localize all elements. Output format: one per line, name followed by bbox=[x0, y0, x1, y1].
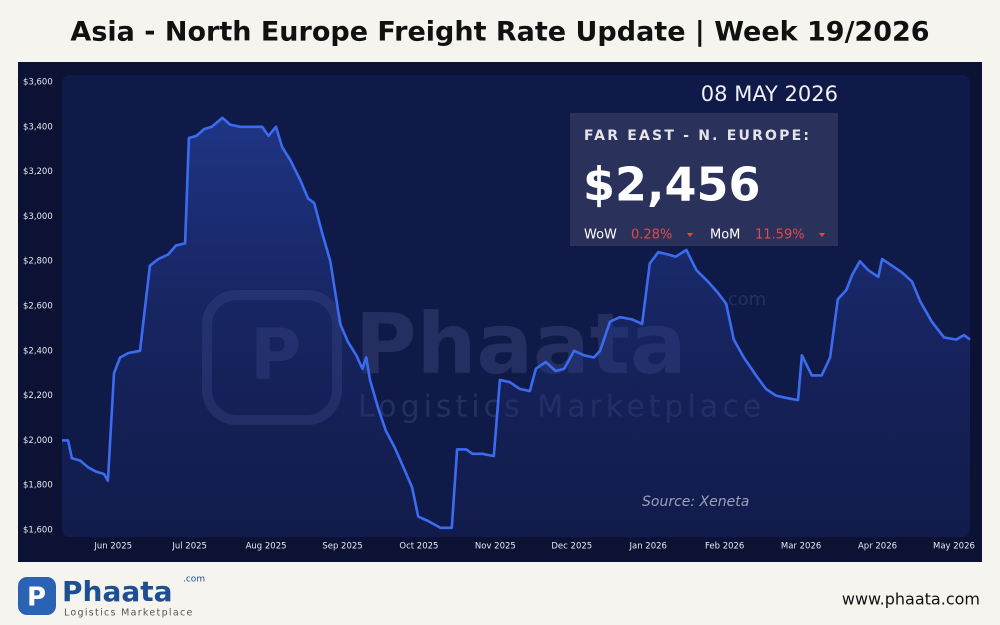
logo-tagline: Logistics Marketplace bbox=[64, 608, 194, 619]
x-tick-label: Jun 2025 bbox=[93, 542, 132, 552]
x-tick-label: Nov 2025 bbox=[475, 542, 516, 552]
y-tick-label: $2,800 bbox=[23, 257, 53, 267]
x-tick-label: Jul 2025 bbox=[171, 542, 207, 552]
info-box bbox=[570, 113, 838, 246]
x-tick-label: May 2026 bbox=[933, 542, 975, 552]
wow-label: WoW bbox=[584, 228, 617, 243]
x-tick-label: Jan 2026 bbox=[629, 542, 667, 552]
y-tick-label: $2,400 bbox=[23, 346, 53, 356]
y-tick-label: $1,600 bbox=[23, 526, 53, 536]
x-tick-label: Mar 2026 bbox=[781, 542, 821, 552]
rate-line bbox=[62, 116, 971, 530]
x-tick-label: Apr 2026 bbox=[858, 542, 897, 552]
route-label: FAR EAST - N. EUROPE: bbox=[584, 128, 811, 144]
x-tick-label: Aug 2025 bbox=[246, 542, 287, 552]
y-tick-label: $2,600 bbox=[23, 302, 53, 312]
footer-url: www.phaata.com bbox=[842, 590, 980, 609]
x-tick-label: Sep 2025 bbox=[322, 542, 362, 552]
rate-value: $2,456 bbox=[583, 158, 761, 212]
plot: $1,600 $1,800 $2,000 $2,200 $2,400 $2,600 $2,8… bbox=[23, 78, 975, 552]
area-fill bbox=[62, 117, 970, 538]
wow-arrow bbox=[687, 233, 693, 237]
x-tick-label: Dec 2025 bbox=[551, 542, 592, 552]
y-tick-label: $3,400 bbox=[23, 122, 53, 132]
mom-label: MoM bbox=[710, 228, 740, 243]
date-label: 08 MAY 2026 bbox=[701, 82, 838, 106]
mom-value: 11.59% bbox=[755, 228, 805, 243]
y-tick-label: $3,600 bbox=[23, 78, 53, 88]
page-title: Asia - North Europe Freight Rate Update … bbox=[70, 17, 929, 48]
y-tick-label: $2,200 bbox=[23, 391, 53, 401]
logo-domain: .com bbox=[183, 575, 205, 585]
logo-icon bbox=[18, 577, 56, 615]
y-tick-label: $1,800 bbox=[23, 481, 53, 491]
x-tick-label: Oct 2025 bbox=[399, 542, 438, 552]
x-tick-label: Feb 2026 bbox=[705, 542, 744, 552]
y-tick-label: $2,000 bbox=[23, 436, 53, 446]
watermark-domain: .com bbox=[722, 289, 766, 310]
logo-icon-letter: P bbox=[27, 583, 46, 613]
mom-arrow bbox=[819, 233, 825, 237]
y-tick-label: $3,200 bbox=[23, 167, 53, 177]
logo-name: Phaata bbox=[62, 575, 173, 608]
wow-value: 0.28% bbox=[631, 228, 672, 243]
source-note: Source: Xeneta bbox=[642, 494, 749, 510]
y-tick-label: $3,000 bbox=[23, 212, 53, 222]
